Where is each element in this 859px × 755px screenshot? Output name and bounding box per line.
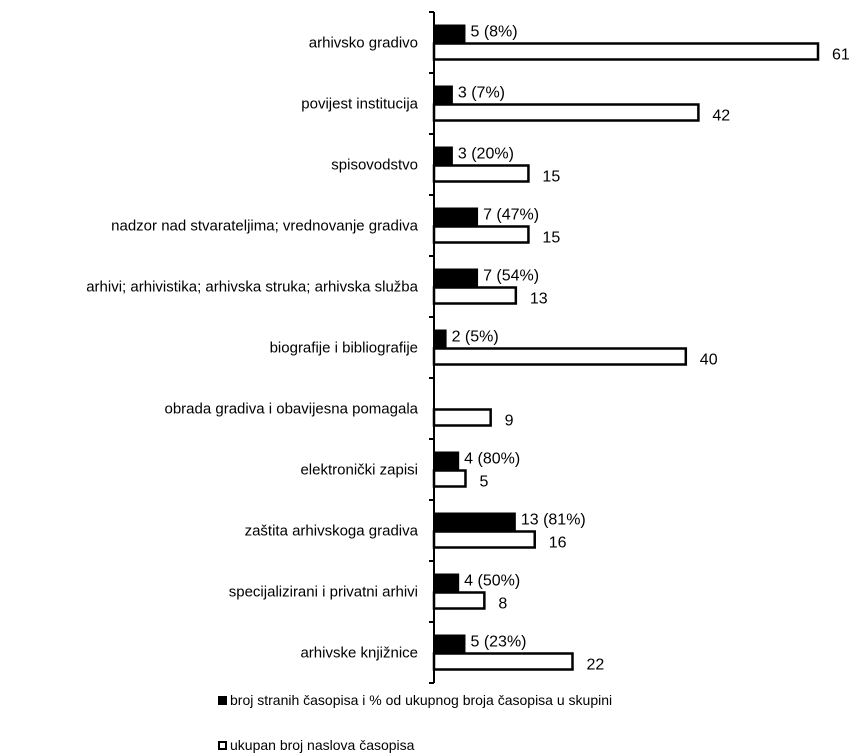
data-label-total-journals: 5 xyxy=(479,474,488,491)
legend-swatch-white xyxy=(218,740,227,750)
category-label: nadzor nad stvarateljima; vrednovanje gr… xyxy=(111,218,418,235)
bar-total-journals xyxy=(432,530,536,549)
data-label-foreign-journals: 3 (7%) xyxy=(458,85,505,102)
legend-item-foreign-journals: broj stranih časopisa i % od ukupnog bro… xyxy=(218,692,612,708)
bar-foreign-journals xyxy=(434,268,479,287)
legend-label-foreign-journals: broj stranih časopisa i % od ukupnog bro… xyxy=(230,692,613,708)
category-label: spisovodstvo xyxy=(331,157,418,174)
bar-total-journals xyxy=(432,469,467,488)
category-label: specijalizirani i privatni arhivi xyxy=(229,584,418,601)
data-label-total-journals: 40 xyxy=(700,352,718,369)
bar-total-journals xyxy=(432,225,530,244)
data-label-foreign-journals: 3 (20%) xyxy=(458,146,514,163)
data-label-foreign-journals: 5 (8%) xyxy=(470,24,517,41)
bar-foreign-journals xyxy=(434,329,447,348)
bar-foreign-journals xyxy=(434,573,460,592)
legend-item-total-journals: ukupan broj naslova časopisa xyxy=(218,737,414,753)
bar-total-journals xyxy=(432,408,492,427)
bar-foreign-journals xyxy=(434,451,460,470)
data-label-foreign-journals: 7 (54%) xyxy=(483,268,539,285)
bar-total-journals xyxy=(432,286,518,305)
bar-total-journals xyxy=(432,347,688,366)
category-label: zaštita arhivskoga gradiva xyxy=(245,523,419,540)
bar-total-journals xyxy=(432,652,574,671)
data-label-foreign-journals: 7 (47%) xyxy=(483,207,539,224)
bar-total-journals xyxy=(432,164,530,183)
category-label: obrada gradiva i obavijesna pomagala xyxy=(164,401,418,418)
data-label-total-journals: 13 xyxy=(530,291,548,308)
bar-foreign-journals xyxy=(434,207,479,226)
data-label-foreign-journals: 2 (5%) xyxy=(452,329,499,346)
data-label-foreign-journals: 13 (81%) xyxy=(521,512,586,529)
category-label: biografije i bibliografije xyxy=(270,340,418,357)
bar-foreign-journals xyxy=(434,512,516,531)
category-label: povijest institucija xyxy=(301,96,418,113)
bar-total-journals xyxy=(432,103,700,122)
category-label: elektronički zapisi xyxy=(300,462,418,479)
data-label-total-journals: 8 xyxy=(498,596,507,613)
data-label-total-journals: 61 xyxy=(832,47,850,64)
bar-total-journals xyxy=(432,42,820,61)
category-label: arhivi; arhivistika; arhivska struka; ar… xyxy=(86,279,418,296)
data-label-foreign-journals: 4 (80%) xyxy=(464,451,520,468)
bar-total-journals xyxy=(432,591,486,610)
data-label-total-journals: 42 xyxy=(712,108,730,125)
bar-chart: arhivsko gradivo 5 (8%) 61 povijest institu… xyxy=(86,11,850,684)
bar-foreign-journals xyxy=(434,24,466,43)
bar-foreign-journals xyxy=(434,85,453,104)
data-label-total-journals: 16 xyxy=(549,535,567,552)
data-label-total-journals: 22 xyxy=(586,657,604,674)
legend-label-total-journals: ukupan broj naslova časopisa xyxy=(230,737,415,753)
category-label: arhivsko gradivo xyxy=(309,35,418,52)
data-label-total-journals: 15 xyxy=(542,230,560,247)
category-label: arhivske knjižnice xyxy=(300,645,418,662)
data-label-foreign-journals: 4 (50%) xyxy=(464,573,520,590)
data-label-total-journals: 9 xyxy=(505,413,514,430)
data-label-total-journals: 15 xyxy=(542,169,560,186)
data-label-foreign-journals: 5 (23%) xyxy=(470,634,526,651)
bar-foreign-journals xyxy=(434,634,466,653)
legend-swatch-black xyxy=(218,695,227,705)
bar-foreign-journals xyxy=(434,146,453,165)
